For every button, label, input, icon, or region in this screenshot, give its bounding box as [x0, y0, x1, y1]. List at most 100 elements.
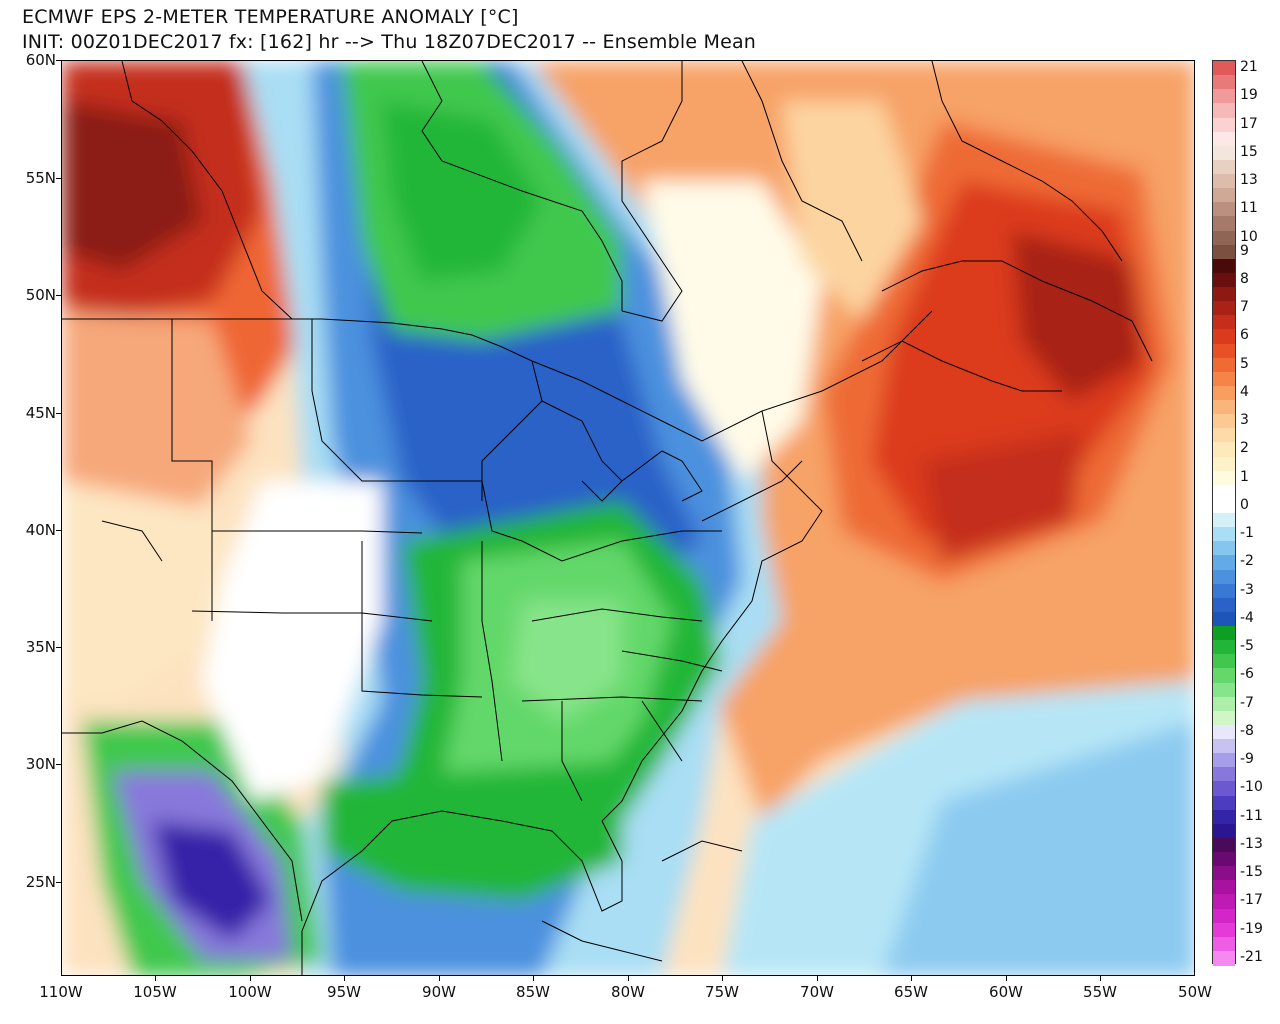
colorbar-swatch [1213, 89, 1235, 105]
lat-label-60n: 60N [25, 51, 56, 69]
colorbar-label: -19 [1240, 920, 1263, 937]
colorbar-swatch [1213, 781, 1235, 797]
colorbar-swatch [1213, 513, 1235, 528]
colorbar-swatch [1213, 866, 1235, 882]
colorbar-label: -13 [1240, 835, 1263, 852]
lon-tick [817, 975, 818, 981]
lat-tick [56, 764, 62, 765]
colorbar-label: -11 [1240, 807, 1263, 824]
colorbar-swatch [1213, 922, 1235, 938]
colorbar-swatch [1213, 583, 1235, 599]
colorbar-label: 13 [1240, 172, 1258, 189]
map-panel[interactable] [61, 60, 1195, 976]
lat-tick [56, 882, 62, 883]
colorbar-swatch [1213, 753, 1235, 769]
colorbar-swatch [1213, 541, 1235, 557]
colorbar-label: -3 [1240, 581, 1254, 598]
colorbar-label: 10 [1240, 228, 1258, 245]
colorbar-swatch [1213, 696, 1235, 712]
lat-label-30n: 30N [25, 755, 56, 773]
colorbar-swatch [1213, 852, 1235, 867]
colorbar-swatch [1213, 61, 1235, 76]
anomaly-map[interactable] [62, 61, 1195, 976]
colorbar-swatch [1213, 936, 1235, 952]
colorbar-swatch [1213, 626, 1235, 641]
lat-tick [56, 60, 62, 61]
temperature-field [62, 61, 1194, 975]
colorbar [1212, 60, 1236, 966]
colorbar-swatch [1213, 414, 1235, 430]
colorbar-swatch [1213, 724, 1235, 740]
colorbar-swatch [1213, 103, 1235, 119]
colorbar-swatch [1213, 159, 1235, 175]
colorbar-label: 6 [1240, 327, 1249, 344]
colorbar-swatch [1213, 654, 1235, 670]
lon-label-85w: 85W [516, 983, 550, 1001]
lon-tick [155, 975, 156, 981]
lon-tick [439, 975, 440, 981]
lon-label-50w: 50W [1178, 983, 1212, 1001]
colorbar-swatch [1213, 216, 1235, 232]
colorbar-swatch [1213, 795, 1235, 811]
colorbar-swatch [1213, 75, 1235, 91]
lat-label-25n: 25N [25, 873, 56, 891]
colorbar-swatch [1213, 131, 1235, 147]
colorbar-swatch [1213, 315, 1235, 331]
colorbar-swatch [1213, 710, 1235, 726]
colorbar-swatch [1213, 767, 1235, 783]
colorbar-label: 8 [1240, 270, 1249, 287]
colorbar-swatch [1213, 428, 1235, 444]
lon-label-90w: 90W [422, 983, 456, 1001]
colorbar-label: -1 [1240, 525, 1254, 542]
colorbar-swatch [1213, 343, 1235, 359]
lon-tick [533, 975, 534, 981]
lat-tick [56, 413, 62, 414]
colorbar-label: -9 [1240, 751, 1254, 768]
lat-label-45n: 45N [25, 404, 56, 422]
colorbar-swatch [1213, 470, 1235, 486]
colorbar-swatch [1213, 498, 1235, 514]
colorbar-swatch [1213, 272, 1235, 288]
lat-label-50n: 50N [25, 286, 56, 304]
colorbar-label: -8 [1240, 722, 1254, 739]
colorbar-label: 11 [1240, 200, 1258, 217]
lon-label-105w: 105W [133, 983, 177, 1001]
colorbar-swatch [1213, 597, 1235, 613]
colorbar-label: -2 [1240, 553, 1254, 570]
colorbar-label: -10 [1240, 779, 1263, 796]
colorbar-swatch [1213, 527, 1235, 543]
colorbar-swatch [1213, 329, 1235, 345]
lon-tick [628, 975, 629, 981]
colorbar-swatch [1213, 555, 1235, 571]
colorbar-swatch [1213, 668, 1235, 684]
lon-label-75w: 75W [705, 983, 739, 1001]
colorbar-swatch [1213, 371, 1235, 387]
colorbar-label: 2 [1240, 440, 1249, 457]
lat-tick [56, 530, 62, 531]
lon-label-110w: 110W [39, 983, 83, 1001]
colorbar-label: -6 [1240, 666, 1254, 683]
colorbar-label: -21 [1240, 948, 1263, 965]
colorbar-swatch [1213, 950, 1235, 966]
colorbar-swatch [1213, 287, 1235, 302]
colorbar-swatch [1213, 385, 1235, 401]
lon-tick [722, 975, 723, 981]
colorbar-swatch [1213, 739, 1235, 754]
lat-label-35n: 35N [25, 638, 56, 656]
colorbar-swatch [1213, 357, 1235, 373]
colorbar-swatch [1213, 202, 1235, 218]
colorbar-swatch [1213, 301, 1235, 317]
colorbar-label: 17 [1240, 115, 1258, 132]
colorbar-swatch [1213, 894, 1235, 910]
colorbar-swatch [1213, 456, 1235, 472]
map-subtitle: INIT: 00Z01DEC2017 fx: [162] hr --> Thu … [22, 31, 757, 53]
lon-tick [911, 975, 912, 981]
colorbar-swatch [1213, 569, 1235, 585]
lon-label-65w: 65W [894, 983, 928, 1001]
colorbar-label: 19 [1240, 87, 1258, 104]
lon-label-100w: 100W [228, 983, 272, 1001]
colorbar-swatch [1213, 117, 1235, 133]
colorbar-swatch [1213, 145, 1235, 161]
colorbar-swatch [1213, 809, 1235, 825]
colorbar-label: -4 [1240, 609, 1254, 626]
